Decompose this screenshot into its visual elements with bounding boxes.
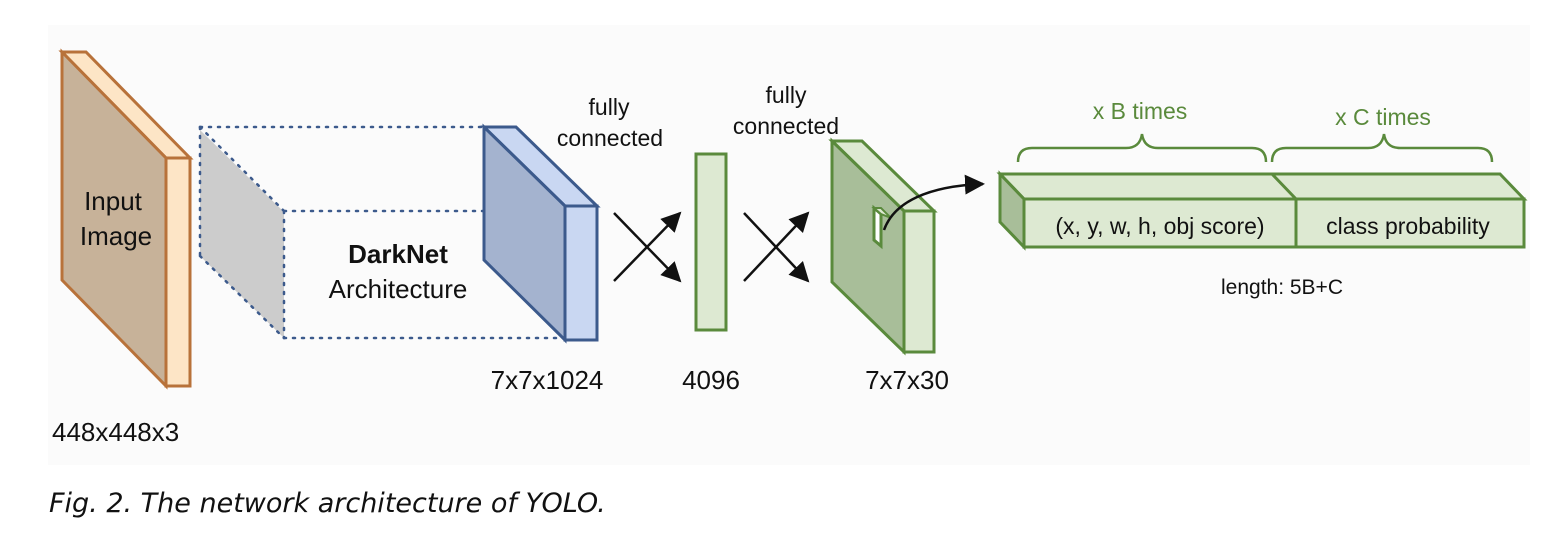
fc1-label-line1: fully (589, 94, 630, 120)
input-image-side-face (164, 156, 192, 388)
input-image-label-line2: Image (80, 221, 152, 251)
input-dims-label: 448x448x3 (52, 417, 179, 447)
frustum-left-top-diagonal (198, 125, 286, 213)
fc2-arrow-down (743, 212, 810, 283)
output-vector-class-segment (1294, 197, 1526, 249)
vector-length-label: length: 5B+C (1221, 276, 1343, 299)
frustum-left-bottom-diagonal (198, 254, 286, 340)
bbox-fields-label: (x, y, w, h, obj score) (1055, 213, 1264, 239)
conv-feature-block (480, 123, 601, 344)
fc1-arrow-down (613, 212, 682, 283)
output-tensor-block (828, 137, 938, 356)
fc2-cross-arrows (743, 211, 810, 283)
output-vector-top-face (996, 172, 1528, 201)
conv-side-face (563, 204, 599, 342)
bbox-repeat-brace (1016, 133, 1268, 163)
input-image-label-line1: Input (84, 186, 143, 216)
output-side-face (902, 209, 936, 354)
figure-caption: Fig. 2. The network architecture of YOLO… (49, 488, 606, 519)
conv-dims-label: 7x7x1024 (491, 365, 604, 395)
class-repeat-label: x C times (1335, 104, 1431, 130)
fc1-dims-label: 4096 (682, 365, 740, 395)
class-fields-label: class probability (1326, 213, 1490, 239)
class-repeat-brace (1270, 133, 1494, 163)
darknet-name: DarkNet (348, 239, 448, 269)
bbox-repeat-label: x B times (1093, 98, 1188, 124)
input-image-block: Input Image (58, 48, 194, 390)
fc1-label-line2: connected (557, 125, 663, 151)
cell-to-vector-arrow (882, 174, 985, 231)
output-dims-label: 7x7x30 (865, 365, 949, 395)
fc1-vector (694, 152, 728, 332)
fc2-label-line1: fully (766, 82, 807, 108)
output-vector-top-divider (1270, 172, 1298, 201)
fc1-cross-arrows (613, 211, 682, 283)
darknet-subtitle: Architecture (329, 274, 468, 304)
output-vector: (x, y, w, h, obj score) class probabilit… (996, 170, 1528, 251)
darknet-gray-slab (200, 130, 284, 338)
fc2-label-line2: connected (733, 113, 839, 139)
